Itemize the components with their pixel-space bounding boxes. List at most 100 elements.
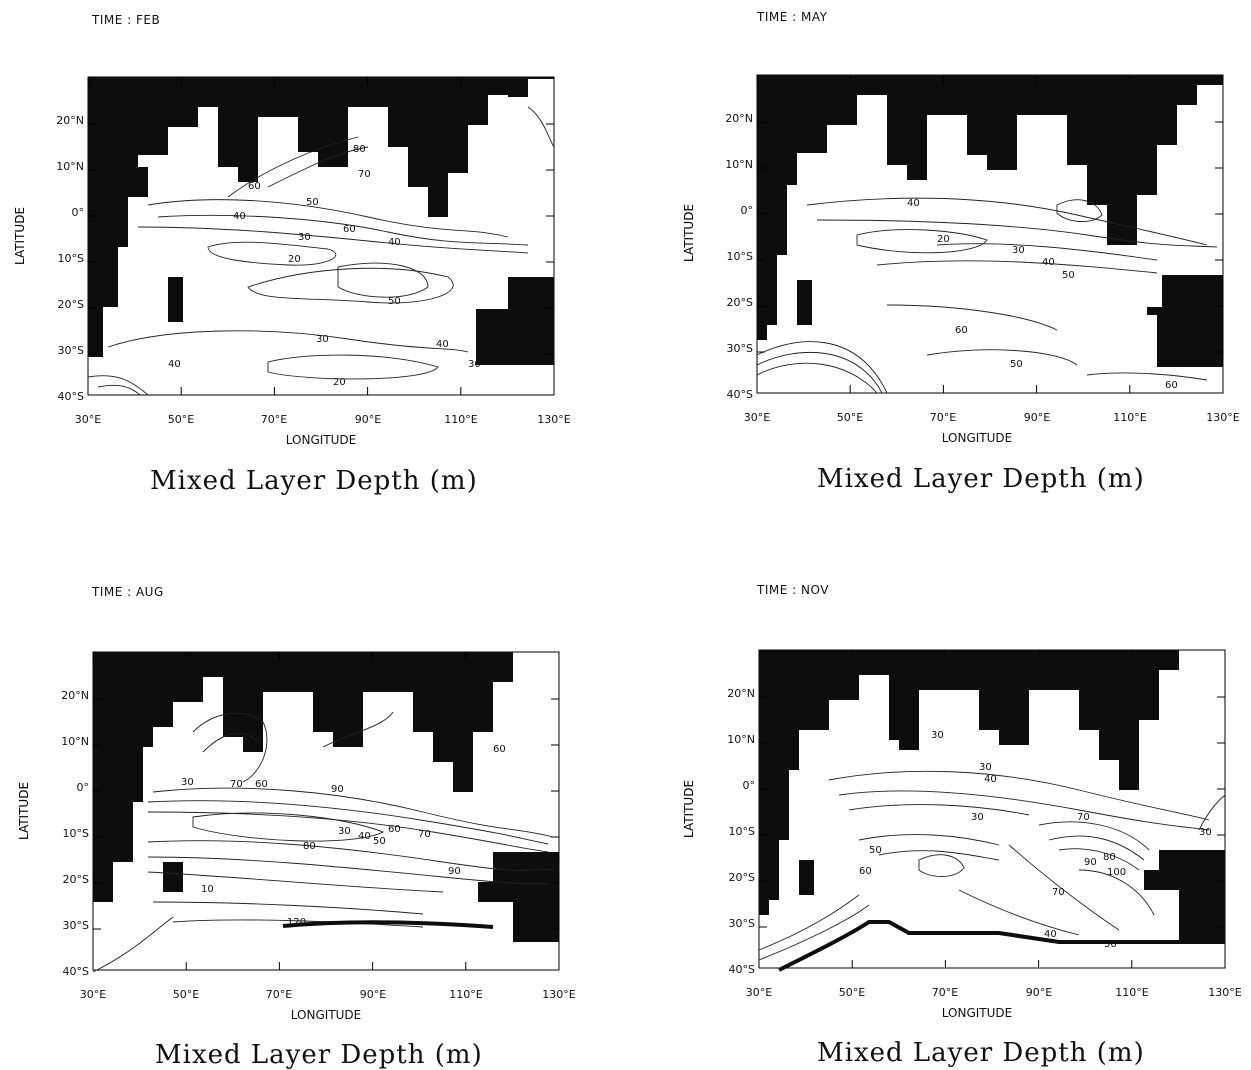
contour-label: 10 — [201, 884, 214, 895]
y-tick-label: 10°S — [58, 252, 84, 265]
x-tick-label: 50°E — [168, 413, 194, 426]
y-axis-label: LATITUDE — [17, 782, 31, 840]
contour-label: 30 — [971, 812, 984, 823]
y-tick-label: 40°S — [727, 388, 753, 401]
x-tick-label: 110°E — [444, 413, 477, 426]
contour-label: 60 — [955, 325, 968, 336]
contour-label: 30 — [931, 730, 944, 741]
y-tick-label: 20°S — [729, 871, 755, 884]
y-tick-label: 10°N — [727, 733, 755, 746]
contour-label: 80 — [303, 841, 316, 852]
contour-label: 60 — [343, 224, 356, 235]
x-tick-label: 130°E — [542, 988, 575, 1001]
contour-label: 40 — [358, 831, 371, 842]
contour-label: 50 — [1104, 939, 1117, 950]
x-tick-label: 70°E — [930, 411, 956, 424]
contour-label: 60 — [255, 779, 268, 790]
y-tick-label: 10°S — [63, 827, 89, 840]
time-label: TIME : MAY — [757, 10, 828, 24]
x-tick-label: 110°E — [1113, 411, 1146, 424]
contour-label: 60 — [248, 181, 261, 192]
contour-label: 40 — [388, 237, 401, 248]
x-tick-label: 130°E — [537, 413, 570, 426]
contour-label: 40 — [233, 211, 246, 222]
caption: Mixed Layer Depth (m) — [155, 1040, 483, 1070]
contour-label: 30 — [181, 777, 194, 788]
x-axis-label: LONGITUDE — [942, 431, 1012, 445]
x-tick-label: 130°E — [1208, 986, 1241, 999]
y-tick-label: 10°N — [61, 735, 89, 748]
map-feb: 80 60 70 50 40 60 30 40 20 50 30 40 40 3… — [13, 76, 571, 447]
y-tick-label: 20°S — [63, 873, 89, 886]
contour-label: 60 — [1165, 380, 1178, 391]
x-axis-label: LONGITUDE — [286, 433, 356, 447]
x-tick-label: 70°E — [261, 413, 287, 426]
x-tick-label: 90°E — [355, 413, 381, 426]
caption: Mixed Layer Depth (m) — [817, 1038, 1145, 1068]
panel-aug: TIME : AUG — [0, 535, 625, 1070]
y-tick-label: 20°S — [727, 296, 753, 309]
x-tick-label: 30°E — [746, 986, 772, 999]
y-tick-label: 40°S — [63, 965, 89, 978]
map-nov: 30 30 40 30 50 60 70 90 80 100 70 40 50 … — [682, 649, 1242, 1020]
contour-label: 40 — [168, 359, 181, 370]
contour-label: 120 — [287, 917, 306, 928]
x-tick-label: 30°E — [80, 988, 106, 1001]
y-axis-label: LATITUDE — [682, 780, 696, 838]
contour-label: 30 — [1012, 245, 1025, 256]
y-tick-label: 10°N — [56, 160, 84, 173]
y-tick-label: 0° — [72, 206, 85, 219]
contour-label: 70 — [358, 169, 371, 180]
y-axis-label: LATITUDE — [682, 204, 696, 262]
x-tick-label: 110°E — [1115, 986, 1148, 999]
time-label: TIME : AUG — [92, 585, 164, 599]
contour-label: 70 — [1052, 887, 1065, 898]
contour-label: 40 — [1044, 929, 1057, 940]
x-tick-label: 90°E — [1024, 411, 1050, 424]
contour-label: 70 — [230, 779, 243, 790]
contour-label: 40 — [436, 339, 449, 350]
panel-may: TIME : MAY 40 — [625, 0, 1251, 535]
contour-label: 50 — [869, 845, 882, 856]
contour-label: 30 — [468, 359, 481, 370]
y-tick-label: 10°S — [729, 825, 755, 838]
y-axis-label: LATITUDE — [13, 207, 27, 265]
contour-label: 60 — [859, 866, 872, 877]
contour-label: 60 — [388, 824, 401, 835]
caption: Mixed Layer Depth (m) — [817, 464, 1145, 494]
contour-label: 50 — [306, 197, 319, 208]
contour-label: 40 — [1042, 257, 1055, 268]
x-axis-label: LONGITUDE — [291, 1008, 361, 1022]
contour-label: 100 — [1107, 867, 1126, 878]
panel-feb: TIME : FEB — [0, 0, 625, 535]
contour-label: 30 — [338, 826, 351, 837]
x-tick-label: 110°E — [449, 988, 482, 1001]
y-tick-label: 20°N — [56, 114, 84, 127]
y-tick-label: 30°S — [727, 342, 753, 355]
x-axis-label: LONGITUDE — [942, 1006, 1012, 1020]
x-tick-label: 30°E — [744, 411, 770, 424]
contour-label: 80 — [353, 144, 366, 155]
contour-label: 80 — [245, 732, 258, 743]
contour-label: 50 — [1062, 270, 1075, 281]
x-tick-label: 50°E — [837, 411, 863, 424]
x-tick-label: 70°E — [932, 986, 958, 999]
y-tick-label: 40°S — [729, 963, 755, 976]
contour-label: 30 — [298, 232, 311, 243]
y-tick-label: 20°S — [58, 298, 84, 311]
contour-label: 20 — [288, 254, 301, 265]
time-label: TIME : NOV — [757, 583, 829, 597]
y-tick-label: 20°N — [61, 689, 89, 702]
y-tick-label: 10°N — [725, 158, 753, 171]
y-tick-label: 30°S — [63, 919, 89, 932]
contour-label: 30 — [1199, 827, 1212, 838]
contour-label: 70 — [1077, 812, 1090, 823]
y-tick-label: 30°S — [729, 917, 755, 930]
contour-label: 60 — [493, 744, 506, 755]
x-tick-label: 70°E — [266, 988, 292, 1001]
x-tick-label: 130°E — [1206, 411, 1239, 424]
y-tick-label: 0° — [741, 204, 754, 217]
contour-label: 50 — [1010, 359, 1023, 370]
y-tick-label: 20°N — [725, 112, 753, 125]
contour-label: 30 — [316, 334, 329, 345]
